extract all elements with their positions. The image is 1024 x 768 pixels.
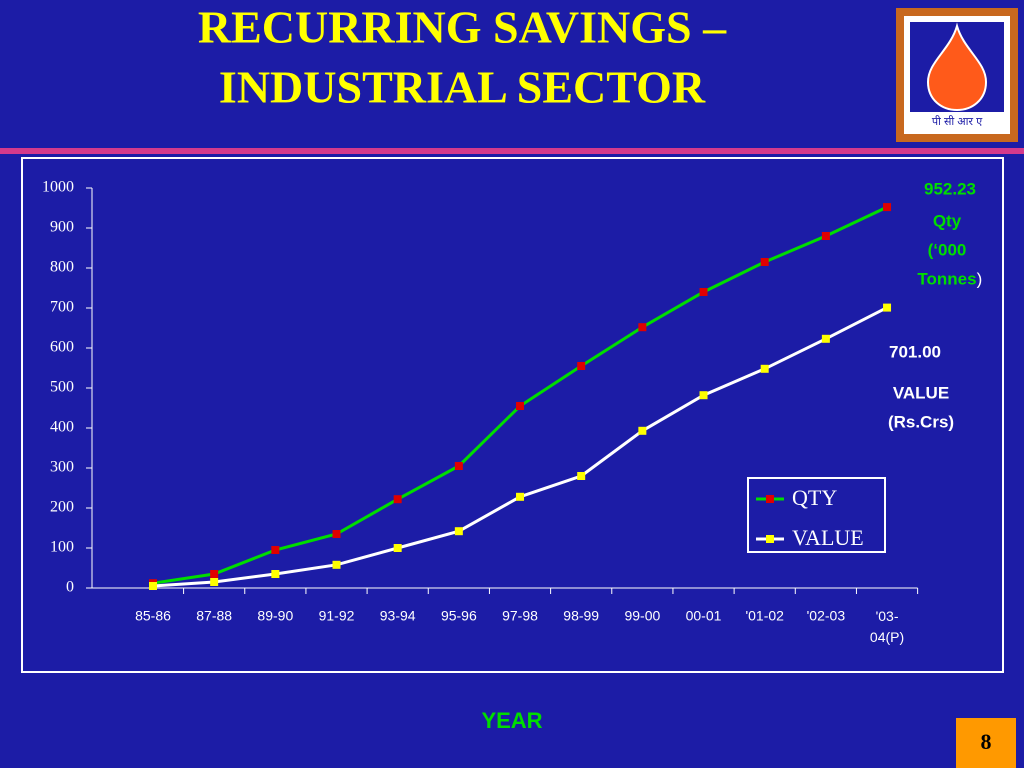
marker (332, 530, 341, 538)
logo: पी सी आर ए (896, 8, 1018, 142)
annotation: ) (977, 269, 983, 288)
marker (760, 364, 769, 373)
marker (821, 334, 830, 343)
legend-label: QTY (792, 485, 837, 510)
marker (516, 492, 525, 501)
annotation: Tonnes (917, 269, 976, 288)
x-tick-label: 89-90 (257, 608, 293, 624)
y-tick-label: 0 (66, 579, 74, 596)
marker (271, 570, 280, 578)
x-tick-label: 85-86 (135, 608, 171, 624)
marker (883, 203, 892, 212)
x-tick-label: '03-04(P) (870, 608, 904, 645)
x-tick-label: 91-92 (319, 608, 355, 624)
legend-marker (766, 535, 774, 543)
chart-frame (21, 157, 1004, 673)
marker (699, 391, 708, 400)
value-label: 701.00 (889, 342, 941, 361)
page-number-box (956, 718, 1016, 768)
marker (210, 570, 219, 578)
annotation: (‘000 (928, 240, 967, 259)
y-tick-label: 800 (50, 259, 74, 276)
x-tick-label: 98-99 (563, 608, 599, 624)
annotation: Qty (933, 211, 962, 230)
legend-label: VALUE (792, 525, 864, 550)
divider (0, 148, 1024, 154)
marker (454, 462, 463, 470)
x-tick-label: 93-94 (380, 608, 416, 624)
marker (393, 495, 402, 504)
x-tick-label: '02-03 (807, 608, 846, 624)
logo-flame (926, 22, 988, 112)
marker (821, 232, 830, 240)
x-axis-title: YEAR (481, 708, 542, 733)
x-tick-label: 95-96 (441, 608, 477, 624)
title-line: RECURRING SAVINGS – (198, 2, 727, 53)
title-line: INDUSTRIAL SECTOR (219, 62, 706, 113)
annotation: (Rs.Crs) (888, 412, 954, 431)
y-tick-label: 900 (50, 219, 74, 236)
marker (516, 402, 525, 410)
y-tick-label: 100 (50, 539, 74, 556)
marker (638, 426, 647, 435)
x-tick-label: 87-88 (196, 608, 232, 624)
y-tick-label: 200 (50, 499, 74, 516)
marker (577, 472, 586, 480)
y-tick-label: 500 (50, 379, 74, 396)
marker (760, 258, 769, 266)
y-tick-label: 300 (50, 459, 74, 476)
y-tick-label: 600 (50, 339, 74, 356)
y-tick-label: 1000 (42, 179, 74, 196)
marker (210, 578, 219, 586)
marker (149, 582, 157, 590)
x-tick-label: 00-01 (686, 608, 722, 624)
y-tick-label: 400 (50, 419, 74, 436)
marker (454, 527, 463, 536)
logo-text: पी सी आर ए (932, 115, 983, 128)
x-tick-label: '01-02 (745, 608, 784, 624)
page-number: 8 (981, 729, 992, 754)
marker (638, 323, 647, 332)
marker (393, 544, 402, 552)
legend-marker (766, 495, 774, 503)
marker (883, 303, 892, 312)
marker (699, 288, 708, 296)
marker (577, 362, 586, 370)
value-label: 952.23 (924, 179, 976, 198)
annotation: VALUE (893, 383, 949, 402)
marker (271, 546, 280, 554)
x-tick-label: 99-00 (624, 608, 660, 624)
marker (332, 560, 341, 569)
y-tick-label: 700 (50, 299, 74, 316)
x-tick-label: 97-98 (502, 608, 538, 624)
